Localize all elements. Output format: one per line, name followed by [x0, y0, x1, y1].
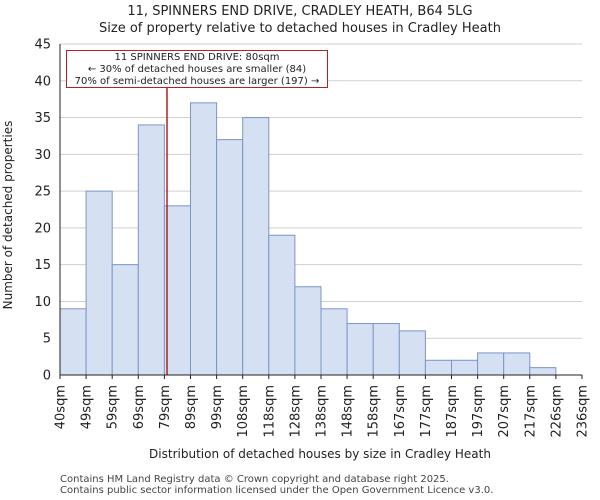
x-tick-label: 158sqm: [367, 385, 382, 438]
bar: [320, 308, 348, 376]
chart-title: 11, SPINNERS END DRIVE, CRADLEY HEATH, B…: [127, 4, 473, 19]
x-tick-label: 40sqm: [54, 385, 69, 429]
bar: [85, 190, 113, 376]
annotation-line-1: 11 SPINNERS END DRIVE: 80sqm: [114, 52, 280, 63]
bar: [111, 264, 139, 376]
x-tick-label: 138sqm: [315, 385, 330, 438]
bar: [137, 124, 165, 376]
y-tick-label: 40: [34, 74, 51, 89]
bar: [372, 323, 400, 376]
y-tick-label: 15: [34, 258, 51, 273]
y-tick-label: 10: [34, 295, 51, 310]
x-tick-label: 217sqm: [523, 385, 538, 438]
bar: [242, 117, 270, 376]
x-tick-label: 226sqm: [549, 385, 564, 438]
y-tick-label: 5: [43, 332, 51, 347]
y-tick-label: 25: [34, 185, 51, 200]
bar: [424, 359, 452, 376]
bar: [216, 139, 244, 376]
x-tick-label: 79sqm: [158, 385, 173, 429]
bar: [59, 308, 87, 376]
x-tick-label: 108sqm: [236, 385, 251, 438]
bar: [294, 286, 322, 376]
x-tick-label: 99sqm: [210, 385, 225, 429]
x-tick-label: 69sqm: [132, 385, 147, 429]
x-tick-label: 128sqm: [288, 385, 303, 438]
x-tick-label: 197sqm: [471, 385, 486, 438]
x-tick-label: 187sqm: [445, 385, 460, 438]
annotation-line-2: ← 30% of detached houses are smaller (84…: [87, 64, 307, 75]
x-tick-label: 167sqm: [393, 385, 408, 438]
y-axis-label: Number of detached properties: [1, 121, 15, 310]
y-tick-label: 45: [34, 38, 51, 53]
bar: [451, 359, 479, 376]
chart-subtitle: Size of property relative to detached ho…: [99, 21, 501, 36]
footer-line-2: Contains public sector information licen…: [60, 485, 494, 496]
x-axis-label: Distribution of detached houses by size …: [149, 447, 491, 461]
x-tick-label: 207sqm: [497, 385, 512, 438]
bar: [163, 205, 191, 376]
x-tick-label: 49sqm: [80, 385, 95, 429]
y-tick-label: 0: [43, 369, 51, 384]
x-tick-label: 59sqm: [106, 385, 121, 429]
x-tick-label: 148sqm: [341, 385, 356, 438]
annotation-box: 11 SPINNERS END DRIVE: 80sqm ← 30% of de…: [66, 50, 328, 88]
annotation-line-3: 70% of semi-detached houses are larger (…: [74, 76, 320, 87]
footer-line-1: Contains HM Land Registry data © Crown c…: [60, 474, 449, 485]
x-tick-label: 177sqm: [419, 385, 434, 438]
x-tick-label: 89sqm: [184, 385, 199, 429]
bar: [190, 102, 218, 376]
bar: [398, 330, 426, 376]
bar: [529, 367, 557, 376]
bar: [346, 323, 374, 376]
bar: [503, 352, 531, 376]
x-tick-label: 118sqm: [262, 385, 277, 438]
y-tick-label: 20: [34, 221, 51, 236]
x-tick-label: 236sqm: [576, 385, 591, 438]
bar: [268, 234, 296, 376]
bar: [477, 352, 505, 376]
y-tick-label: 35: [34, 111, 51, 126]
y-tick-label: 30: [34, 148, 51, 163]
